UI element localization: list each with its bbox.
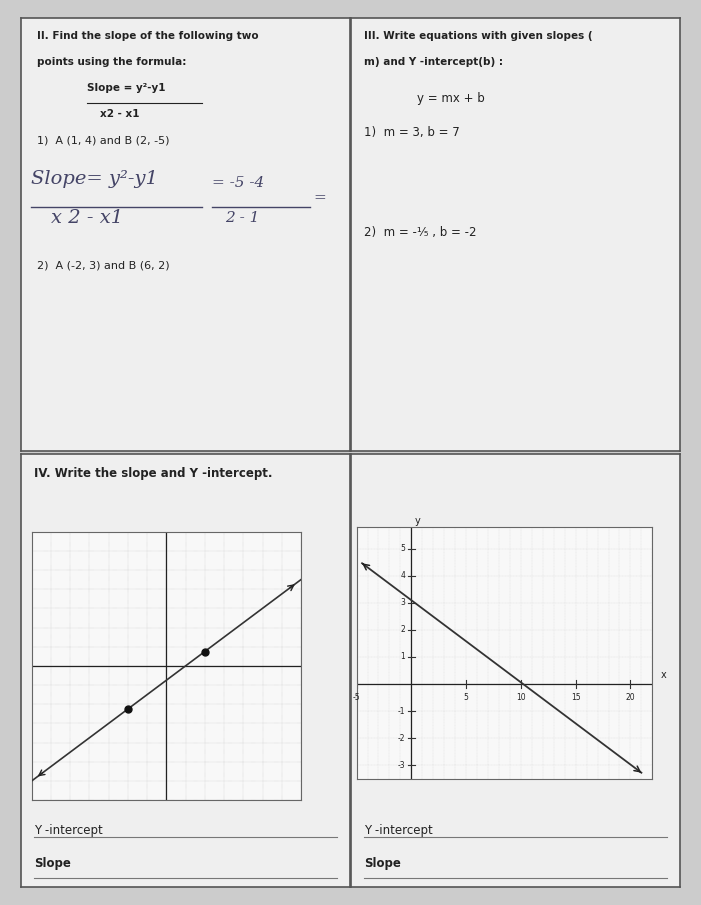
Text: x2 - x1: x2 - x1	[100, 110, 139, 119]
Text: 1)  m = 3, b = 7: 1) m = 3, b = 7	[365, 127, 461, 139]
Text: Slope = y²-y1: Slope = y²-y1	[87, 83, 165, 93]
Text: -5: -5	[353, 693, 360, 702]
Text: 10: 10	[516, 693, 526, 702]
Text: Slope: Slope	[34, 856, 71, 870]
Text: 2 - 1: 2 - 1	[225, 211, 259, 225]
Text: IV. Write the slope and Y -intercept.: IV. Write the slope and Y -intercept.	[34, 467, 273, 480]
Text: 15: 15	[571, 693, 580, 702]
Text: Slope= y²-y1: Slope= y²-y1	[31, 170, 158, 187]
Text: 4: 4	[400, 571, 405, 580]
Text: 5: 5	[463, 693, 468, 702]
Text: 1: 1	[400, 653, 405, 662]
Text: 20: 20	[625, 693, 635, 702]
Text: 3: 3	[400, 598, 405, 607]
Text: -3: -3	[397, 760, 405, 769]
Text: -1: -1	[398, 707, 405, 716]
Text: Y -intercept: Y -intercept	[34, 824, 103, 837]
Text: Y -intercept: Y -intercept	[365, 824, 433, 837]
Text: x: x	[661, 670, 667, 680]
Text: -2: -2	[398, 734, 405, 742]
Text: 2)  m = -¹⁄₅ , b = -2: 2) m = -¹⁄₅ , b = -2	[365, 226, 477, 239]
Text: x 2 - x1: x 2 - x1	[50, 209, 123, 227]
Text: III. Write equations with given slopes (: III. Write equations with given slopes (	[365, 31, 593, 41]
Text: y: y	[414, 516, 421, 526]
Text: = -5 -4: = -5 -4	[212, 176, 264, 190]
Text: m) and Y -intercept(b) :: m) and Y -intercept(b) :	[365, 57, 503, 67]
Text: y = mx + b: y = mx + b	[417, 91, 485, 105]
Text: 2)  A (-2, 3) and B (6, 2): 2) A (-2, 3) and B (6, 2)	[37, 261, 170, 271]
Text: 1)  A (1, 4) and B (2, -5): 1) A (1, 4) and B (2, -5)	[37, 135, 170, 145]
Text: =: =	[313, 192, 326, 205]
Text: points using the formula:: points using the formula:	[37, 57, 187, 67]
Text: Slope: Slope	[365, 856, 402, 870]
Text: II. Find the slope of the following two: II. Find the slope of the following two	[37, 31, 259, 41]
Text: 5: 5	[400, 545, 405, 553]
Text: 2: 2	[400, 625, 405, 634]
